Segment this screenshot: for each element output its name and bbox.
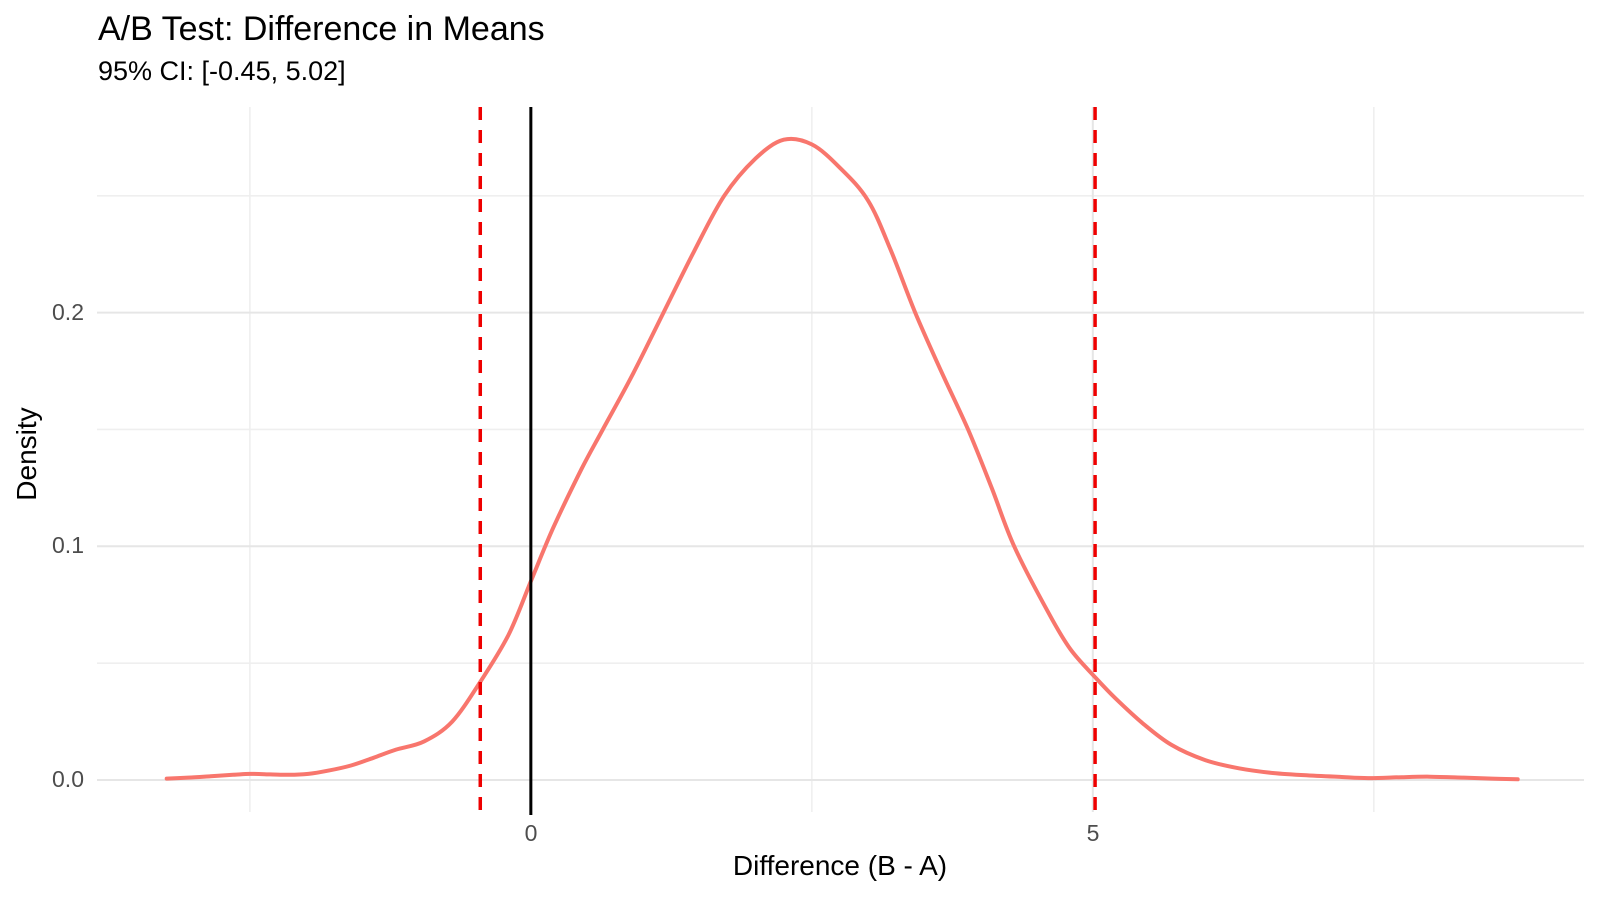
y-tick-label-0.0: 0.0: [52, 765, 84, 792]
y-tick-label-0.2: 0.2: [52, 298, 84, 325]
x-tick-label-5: 5: [1086, 820, 1100, 846]
chart-title: A/B Test: Difference in Means: [98, 10, 545, 48]
y-axis-title: Density: [11, 407, 42, 501]
chart-subtitle: 95% CI: [-0.45, 5.02]: [98, 56, 346, 86]
x-tick-label-0: 0: [524, 820, 538, 846]
difference-density-curve: [164, 136, 1520, 782]
x-axis-title: Difference (B - A): [732, 850, 948, 881]
y-tick-label-0.1: 0.1: [52, 531, 84, 558]
